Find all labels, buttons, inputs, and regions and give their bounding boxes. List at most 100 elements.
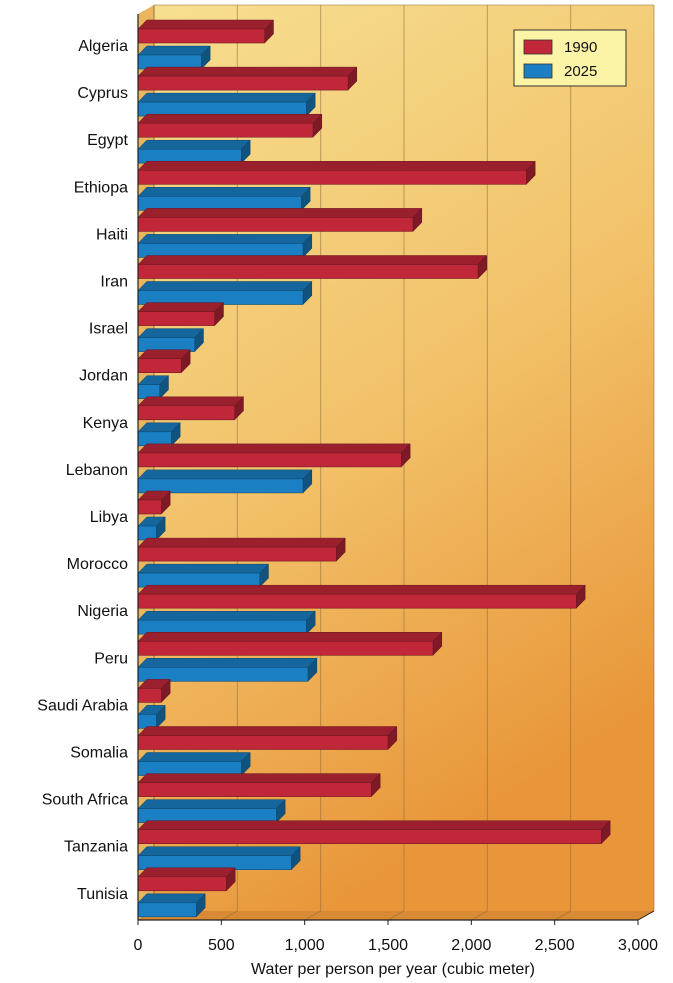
x-tick-label: 2,000 (451, 937, 491, 954)
bar-front-face (137, 593, 577, 609)
bar-1990-libya (137, 490, 171, 515)
bar-2025-kenya (137, 422, 181, 447)
bar-top-face (137, 255, 488, 265)
bar-1990-somalia (137, 725, 398, 751)
bar-2025-morocco (137, 563, 270, 588)
bar-top-face (137, 846, 301, 856)
category-label: South Africa (42, 792, 128, 809)
floor-gridline (554, 910, 571, 921)
category-label: Saudi Arabia (37, 697, 128, 714)
category-label: Ethiopa (74, 179, 128, 196)
bar-front-face (137, 264, 479, 279)
bar-top-face (137, 752, 251, 762)
bar-top-face (137, 537, 346, 548)
bar-2025-iran (137, 280, 313, 306)
bar-top-face (137, 799, 286, 809)
bar-top-face (137, 208, 423, 218)
category-label: Kenya (83, 415, 128, 432)
x-tick-label: 1,500 (368, 937, 408, 954)
bar-top-face (137, 45, 211, 56)
bar-1990-jordan (137, 349, 191, 374)
x-tick-label: 1,000 (285, 937, 325, 954)
bar-1990-egypt (137, 113, 323, 138)
floor-gridline (304, 910, 321, 921)
bar-1990-morocco (137, 537, 346, 562)
category-label: Israel (89, 321, 128, 338)
bar-top-face (137, 66, 358, 77)
bar-front-face (137, 688, 162, 703)
bar-top-face (137, 867, 236, 878)
bar-front-face (137, 829, 602, 845)
bar-front-face (137, 28, 265, 44)
legend-swatch-1990 (523, 39, 553, 55)
bar-1990-saudi-arabia (137, 678, 171, 704)
category-label: Haiti (96, 226, 128, 243)
bar-front-face (137, 876, 227, 892)
category-label: Tanzania (64, 839, 128, 856)
bar-front-face (137, 405, 235, 421)
category-label: Egypt (87, 132, 128, 149)
category-label: Tunisia (77, 886, 128, 903)
bar-front-face (137, 452, 402, 468)
category-label: Somalia (70, 745, 128, 762)
bar-front-face (137, 311, 215, 326)
bar-1990-israel (137, 301, 225, 327)
bar-2025-tunisia (137, 893, 206, 918)
bar-top-face (137, 281, 313, 291)
bar-1990-tanzania (137, 820, 611, 845)
bar-1990-tunisia (137, 867, 236, 892)
bar-top-face (137, 161, 536, 171)
bar-top-face (137, 19, 275, 30)
bar-front-face (137, 499, 162, 515)
bar-top-face (137, 234, 313, 244)
bar-top-face (137, 610, 316, 621)
bar-front-face (137, 217, 414, 232)
x-tick-label: 0 (134, 937, 143, 954)
category-label: Cyprus (77, 85, 128, 102)
legend-label-2025: 2025 (564, 63, 597, 80)
legend-label-1990: 1990 (564, 39, 597, 56)
bar-top-face (137, 726, 398, 736)
bar-2025-algeria (137, 45, 211, 70)
legend-swatch-2025 (523, 63, 553, 79)
bar-top-face (137, 632, 443, 642)
bar-front-face (137, 122, 314, 138)
bar-top-face (137, 92, 316, 103)
bar-1990-haiti (137, 207, 423, 233)
category-label: Peru (94, 650, 128, 667)
bar-top-face (137, 396, 245, 407)
bar-top-face (137, 563, 270, 574)
x-tick-label: 2,500 (535, 937, 575, 954)
bar-2025-tanzania (137, 846, 301, 871)
bar-1990-cyprus (137, 66, 358, 91)
bar-1990-nigeria (137, 584, 586, 609)
bar-2025-lebanon (137, 469, 313, 494)
bar-top-face (137, 302, 225, 312)
category-label: Algeria (78, 38, 128, 55)
bar-2025-israel (137, 327, 205, 353)
category-label: Jordan (79, 368, 128, 385)
bar-2025-south-africa (137, 798, 286, 824)
bar-front-face (137, 546, 337, 562)
bar-top-face (137, 820, 611, 830)
bar-front-face (137, 782, 372, 797)
bar-2025-haiti (137, 233, 313, 259)
bar-top-face (137, 328, 205, 338)
bar-1990-iran (137, 254, 488, 280)
category-labels: Algeria Cyprus Egypt Ethiopa Haiti Iran Israel… (37, 38, 128, 903)
legend: 1990 2025 (513, 29, 627, 87)
category-label: Morocco (67, 556, 128, 573)
x-tick-label: 3,000 (618, 937, 658, 954)
floor-gridline (387, 910, 405, 921)
bar-top-face (137, 187, 311, 197)
bar-1990-kenya (137, 396, 245, 421)
bar-2025-ethiopa (137, 186, 311, 211)
x-tick-label: 500 (208, 937, 235, 954)
bars (137, 19, 611, 918)
category-label: Lebanon (66, 462, 128, 479)
bar-1990-south-africa (137, 772, 381, 798)
bar-top-face (137, 658, 318, 668)
bar-top-face (137, 584, 586, 595)
floor-gridline (471, 910, 488, 921)
